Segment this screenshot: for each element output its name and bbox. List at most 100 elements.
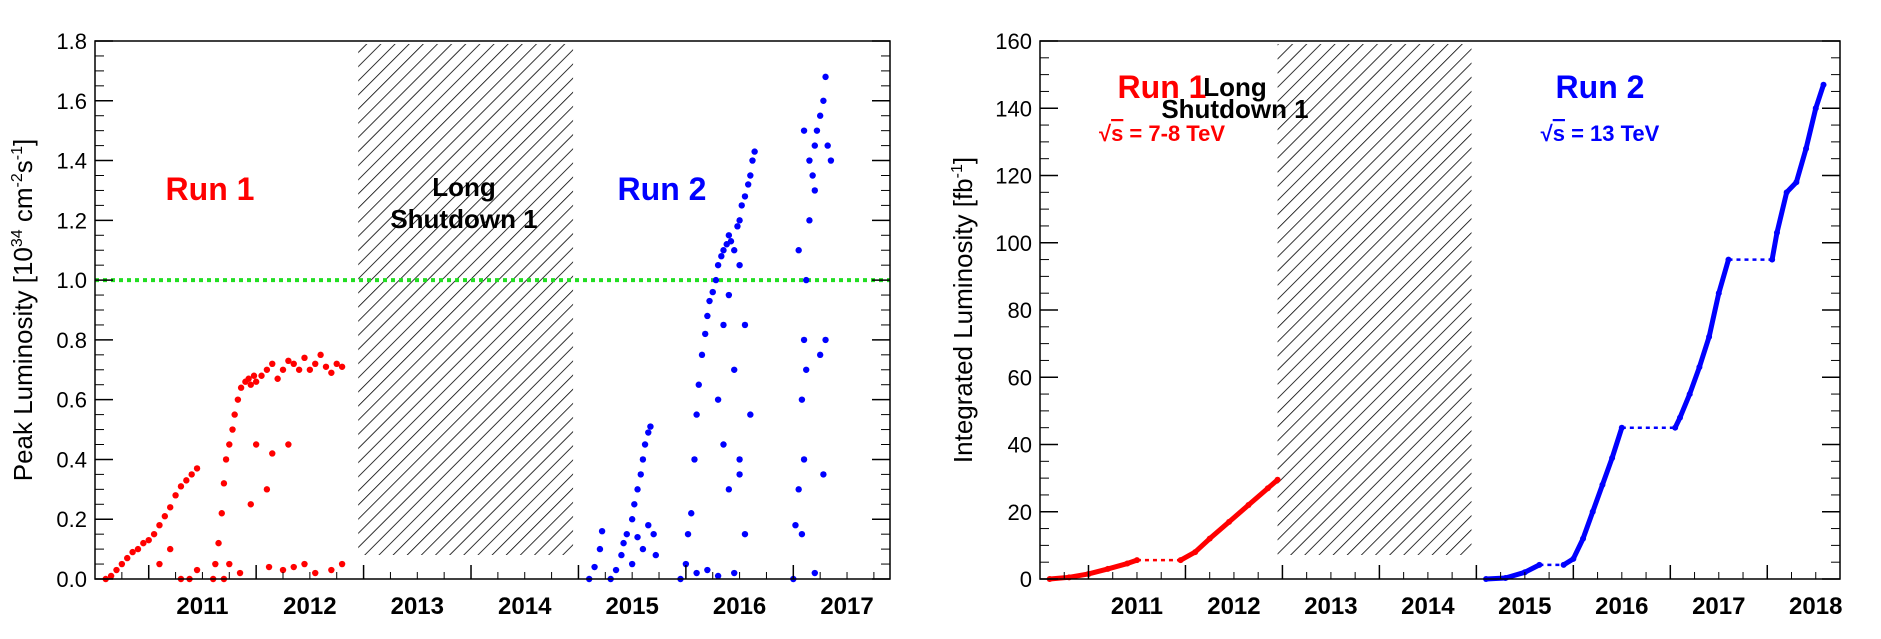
run1-point xyxy=(134,545,142,553)
run2-point xyxy=(744,181,752,188)
run2-point xyxy=(637,471,644,478)
run2-point xyxy=(639,545,647,553)
run1-point xyxy=(1274,476,1281,483)
run2-point xyxy=(691,456,698,463)
run1-point xyxy=(290,360,297,367)
run2-point xyxy=(714,261,722,269)
run1-cumulative-curve xyxy=(1047,557,1140,582)
y-tick-label: 160 xyxy=(995,29,1032,54)
run2-point xyxy=(725,486,733,493)
y-axis-title-exp: 34 xyxy=(9,229,26,247)
run2-point xyxy=(720,321,727,329)
run1-point xyxy=(161,513,169,520)
run2-energy-value: = 13 TeV xyxy=(1565,121,1660,146)
run2-point xyxy=(682,560,690,568)
y-tick-label: 40 xyxy=(1008,433,1032,458)
run2-point xyxy=(628,560,636,568)
run2-point xyxy=(1599,481,1606,488)
run1-point xyxy=(183,477,190,484)
x-tick-label: 2018 xyxy=(1789,593,1842,620)
run2-point xyxy=(704,312,711,320)
run1-point xyxy=(156,522,163,529)
run2-point xyxy=(1773,229,1780,236)
run2-point xyxy=(809,172,816,179)
run2-point xyxy=(628,516,636,523)
run1-point xyxy=(218,510,225,517)
run1-point xyxy=(279,366,287,373)
y-axis-title-unit: cm xyxy=(8,187,38,229)
run2-point xyxy=(1686,391,1693,398)
run2-point xyxy=(1536,561,1543,568)
y-tick-label: 0.8 xyxy=(56,328,87,353)
run2-point xyxy=(618,551,625,559)
x-tick-label: 2015 xyxy=(605,593,658,620)
run1-point xyxy=(1124,560,1131,567)
run1-point xyxy=(250,372,258,379)
run2-point xyxy=(749,157,756,164)
run2-energy-sqrt: √ xyxy=(1541,121,1554,146)
shutdown-hatch xyxy=(1277,44,1472,555)
run1-point xyxy=(279,566,287,574)
run2-point xyxy=(693,569,700,577)
run2-point xyxy=(741,321,749,329)
run2-point xyxy=(1793,179,1800,186)
run1-point xyxy=(269,360,276,367)
y-tick-label: 0.4 xyxy=(56,447,87,472)
run1-point xyxy=(328,566,335,574)
run2-point xyxy=(693,411,700,418)
run1-point xyxy=(328,369,335,376)
run2-point xyxy=(634,486,641,493)
run2-point xyxy=(820,97,827,104)
run2-point xyxy=(688,510,695,517)
run2-point xyxy=(591,563,598,571)
run1-point xyxy=(113,566,120,574)
run2-point xyxy=(720,441,727,448)
run2-point xyxy=(1706,333,1713,340)
y-tick-label: 1.0 xyxy=(56,268,87,293)
run2-point xyxy=(647,423,654,430)
run2-point xyxy=(741,530,749,538)
run2-point xyxy=(645,429,652,436)
x-axis-ticks: 2011 2012 2013 2014 2015 2016 2017 2018 xyxy=(1039,565,1842,620)
run2-point xyxy=(714,396,722,403)
shutdown-label-line2: Shutdown 1 xyxy=(1161,94,1308,124)
run2-point xyxy=(811,569,818,577)
run1-point xyxy=(265,563,273,571)
x-tick-label: 2012 xyxy=(1207,593,1260,620)
run2-point xyxy=(725,291,733,299)
run1-point xyxy=(124,554,131,562)
run1-point xyxy=(215,539,222,547)
run2-point xyxy=(800,127,808,134)
run1-point xyxy=(167,504,174,511)
run1-point xyxy=(252,441,260,448)
run2-point xyxy=(1803,145,1810,152)
y-axis-title-close: ] xyxy=(8,139,38,146)
run1-point xyxy=(145,536,152,544)
run1-point xyxy=(118,560,126,568)
run1-point xyxy=(245,375,252,382)
run1-point xyxy=(306,366,314,373)
run2-point xyxy=(1580,535,1587,542)
run1-label: Run 1 xyxy=(166,171,255,207)
run1-point xyxy=(231,411,238,418)
x-tick-label: 2016 xyxy=(713,593,766,620)
run1-point xyxy=(167,545,174,553)
run2-point xyxy=(795,486,802,493)
run2-point xyxy=(620,539,627,547)
x-tick-label: 2014 xyxy=(498,593,552,620)
run1-point xyxy=(285,441,292,448)
run1-point xyxy=(193,465,201,472)
run1-energy: √s = 7-8 TeV xyxy=(1099,121,1225,146)
run1-point xyxy=(258,372,265,379)
y-axis-title-s-exp: -1 xyxy=(9,146,26,160)
run2-point xyxy=(731,366,738,373)
run1-point xyxy=(237,384,245,391)
run2-point xyxy=(1820,81,1827,88)
run1-point xyxy=(226,441,233,448)
run1-point xyxy=(226,560,233,568)
y-axis-title-close: ] xyxy=(948,157,978,164)
run2-point xyxy=(645,522,652,529)
y-tick-label: 0.0 xyxy=(56,567,87,592)
run2-point xyxy=(822,336,829,344)
